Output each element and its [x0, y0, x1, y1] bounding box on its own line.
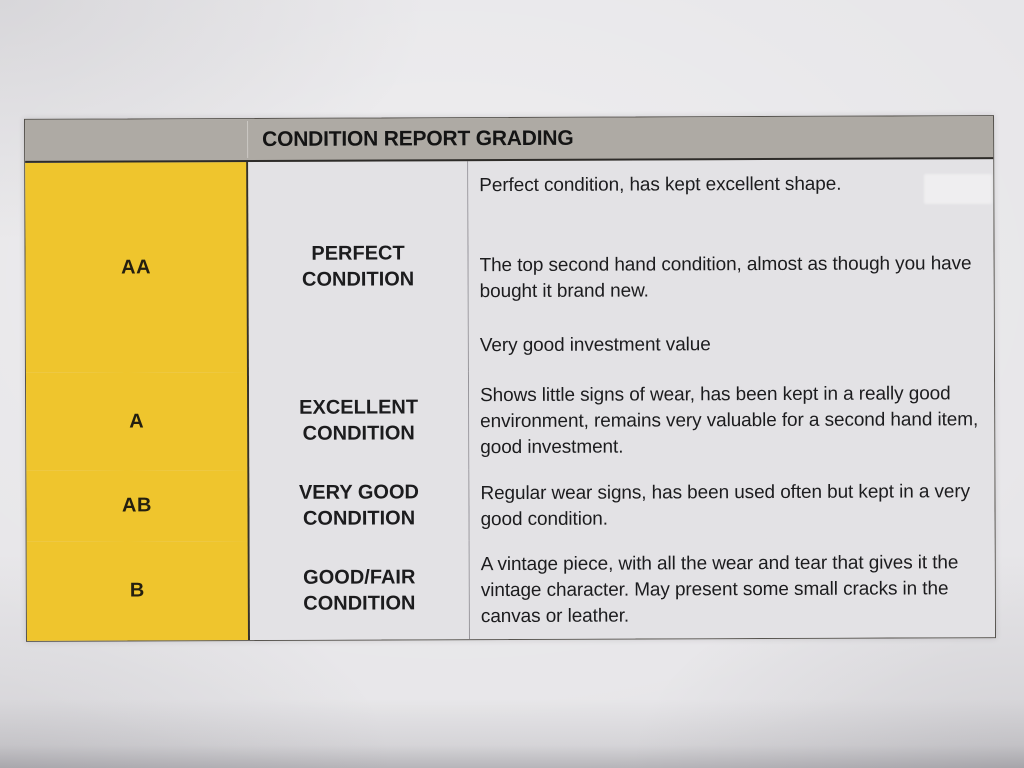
description-paragraph: Shows little signs of wear, has been kep…: [480, 383, 979, 459]
grade-code: AB: [121, 494, 152, 517]
description-cell-ab: Regular wear signs, has been used often …: [469, 467, 995, 541]
description-paragraph: A vintage piece, with all the wear and t…: [480, 552, 959, 628]
grade-cell-a: A: [25, 372, 250, 471]
grade-code: AA: [121, 255, 152, 278]
description-cell-a: Shows little signs of wear, has been kep…: [468, 369, 995, 470]
condition-label: EXCELLENT CONDITION: [299, 396, 419, 445]
description-cell-aa: Perfect condition, has kept excellent sh…: [468, 159, 994, 372]
grade-cell-ab: AB: [26, 470, 250, 542]
table-title: CONDITION REPORT GRADING: [262, 126, 574, 151]
table-header-row: CONDITION REPORT GRADING: [25, 116, 994, 163]
condition-cell-perfect: PERFECT CONDITION: [248, 161, 469, 373]
description-paragraph: Regular wear signs, has been used often …: [480, 481, 971, 531]
description-paragraph: The top second hand condition, almost as…: [479, 253, 972, 303]
condition-cell-good-fair: GOOD/FAIR CONDITION: [249, 540, 471, 641]
description-cell-b: A vintage piece, with all the wear and t…: [469, 538, 995, 640]
description-paragraph: Very good investment value: [479, 334, 711, 357]
condition-cell-excellent: EXCELLENT CONDITION: [248, 371, 470, 471]
condition-label: GOOD/FAIR CONDITION: [303, 565, 416, 615]
grade-cell-aa: AA: [25, 162, 249, 373]
grade-cell-b: B: [26, 541, 251, 641]
condition-report-table: CONDITION REPORT GRADING AA PERFECT COND…: [23, 115, 997, 642]
grade-code: A: [129, 409, 145, 432]
condition-label: PERFECT CONDITION: [301, 242, 415, 291]
grade-code: B: [129, 579, 145, 602]
condition-label: VERY GOOD CONDITION: [298, 480, 419, 530]
description-paragraph: Perfect condition, has kept excellent sh…: [479, 173, 842, 197]
condition-cell-very-good: VERY GOOD CONDITION: [249, 469, 470, 542]
